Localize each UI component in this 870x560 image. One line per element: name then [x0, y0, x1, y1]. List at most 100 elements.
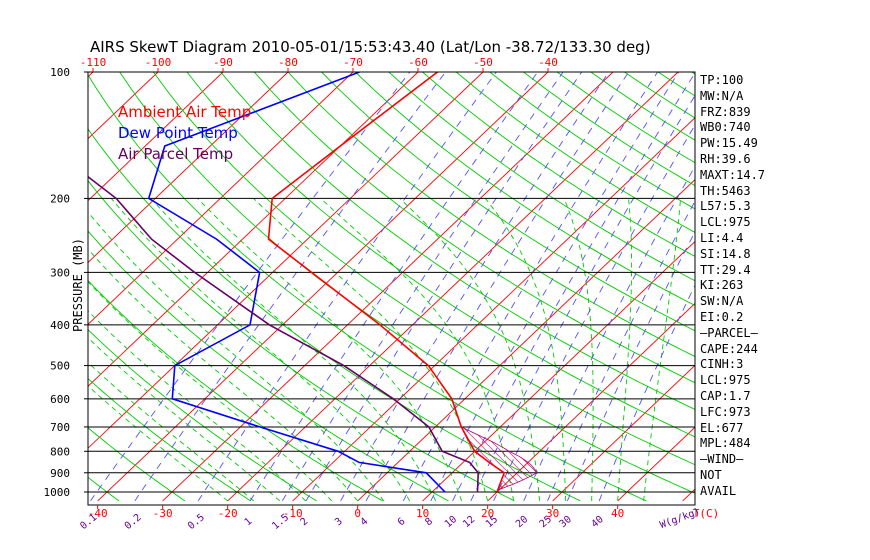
mixing-ratio-tick-label: 20	[514, 514, 530, 530]
top-temp-tick-label: -50	[473, 56, 493, 69]
bottom-temp-tick-label: 20	[481, 507, 494, 520]
moist-adiabat-line	[484, 198, 567, 501]
mixing-ratio-tick-label: 3	[333, 516, 345, 528]
mixing-ratio-line	[134, 72, 446, 502]
index-entry: MPL:484	[700, 436, 751, 451]
mixing-ratio-line	[493, 124, 695, 502]
dry-adiabat-line	[657, 72, 695, 97]
moist-adiabat-line	[88, 337, 281, 502]
dry-adiabat-line	[88, 328, 317, 502]
moist-adiabat-line	[88, 211, 385, 502]
mixing-ratio-tick-label: 10	[443, 514, 459, 530]
index-entry: LFC:973	[700, 404, 751, 419]
index-entry: RH:39.6	[700, 152, 751, 166]
mixing-ratio-line	[430, 72, 680, 502]
plot-frame	[87, 71, 696, 506]
mixing-ratio-tick-label: 4	[359, 516, 371, 528]
mixing-ratio-tick-label: 12	[461, 514, 477, 530]
index-entry: SI:14.8	[700, 246, 751, 261]
mixing-ratio-tick-label: 0.2	[123, 512, 144, 532]
top-temp-tick-label: -110	[80, 56, 107, 69]
moist-adiabat-line	[150, 198, 437, 502]
bottom-temp-tick-label: 0	[354, 507, 361, 520]
index-entry: CINH:3	[700, 357, 744, 372]
profile-ambient-air-temp	[267, 72, 506, 493]
mixing-ratio-tick-label: 1	[243, 516, 255, 528]
mixing-ratio-line	[305, 72, 583, 502]
isotherm-line	[88, 72, 224, 202]
sounding-profiles	[88, 72, 506, 493]
index-entry: AVAIL	[700, 483, 737, 498]
isotherm-line	[487, 302, 695, 502]
dry-adiabat-line	[88, 74, 647, 502]
index-entry: EL:677	[700, 420, 744, 435]
index-entry: EI:0.2	[700, 310, 744, 324]
dry-adiabat-line	[88, 279, 383, 502]
pressure-tick-label: 700	[50, 421, 70, 434]
dry-adiabat-line	[759, 72, 870, 501]
index-entry: WB0:740	[700, 120, 751, 135]
index-entry: MAXT:14.7	[700, 167, 766, 182]
index-entry: TT:29.4	[700, 262, 751, 277]
isotherm-line	[0, 72, 28, 501]
isotherm-line	[422, 240, 695, 502]
index-entry: TH:5463	[700, 183, 751, 198]
chart-legend: Ambient Air Temp Dew Point Temp Air Parcel…	[118, 103, 251, 163]
mixing-ratio-line	[523, 165, 695, 502]
index-entry: PW:15.49	[700, 136, 758, 151]
top-temp-tick-label: -70	[343, 56, 363, 69]
bottom-temp-tick-label: -30	[153, 507, 173, 520]
index-entry: FRZ:839	[700, 104, 751, 119]
moist-adiabat-line	[617, 198, 633, 501]
mixing-ratio-line	[470, 94, 695, 502]
isotherm-line	[552, 364, 695, 502]
mixing-ratio-line	[365, 72, 630, 502]
dry-adiabat-line	[186, 72, 695, 438]
y-axis-label: PRESSURE (MB)	[71, 238, 85, 332]
dry-adiabat-line	[860, 72, 870, 501]
bottom-temp-tick-label: -20	[218, 507, 238, 520]
dry-adiabat-line	[388, 72, 695, 282]
mixing-ratio-lines	[90, 72, 695, 502]
legend-entry: Dew Point Temp	[118, 124, 238, 142]
dry-adiabat-line	[354, 72, 695, 307]
moist-adiabat-line	[88, 310, 307, 502]
pressure-tick-label: 200	[50, 192, 70, 205]
index-entry: LCL:975	[700, 215, 751, 230]
isotherm-line	[227, 72, 679, 502]
index-entry: TP:100	[700, 73, 744, 87]
pressure-tick-label: 1000	[44, 486, 71, 499]
mixing-ratio-line	[452, 72, 695, 502]
index-entry: SW:N/A	[700, 294, 744, 309]
moist-adiabat-line	[253, 198, 489, 502]
index-entry: —WIND—	[700, 452, 744, 467]
mixing-ratio-tick-label: 40	[589, 514, 605, 530]
moist-adiabat-line	[563, 198, 594, 501]
bottom-temp-tick-label: 30	[546, 507, 559, 520]
isotherm-line	[617, 426, 695, 502]
isotherm-lines	[0, 72, 695, 502]
bottom-temp-tick-label: 10	[416, 507, 429, 520]
index-entry: —PARCEL—	[700, 325, 758, 340]
dry-adiabat-line	[88, 179, 515, 502]
top-temp-tick-label: -40	[538, 56, 558, 69]
moist-adiabat-line	[320, 198, 515, 501]
dry-adiabat-line	[88, 377, 252, 502]
pressure-tick-label: 600	[50, 393, 70, 406]
legend-entry: Ambient Air Temp	[118, 103, 251, 121]
isotherm-line	[88, 72, 354, 326]
pressure-tick-label: 300	[50, 266, 70, 279]
index-entry: CAP:1.7	[700, 389, 751, 403]
chart-title: AIRS SkewT Diagram 2010-05-01/15:53:43.4…	[90, 38, 651, 56]
mixing-ratio-tick-label: 6	[396, 516, 408, 528]
dry-adiabat-line	[321, 72, 695, 332]
mixing-ratio-unit-label: W(g/kg)	[658, 506, 701, 531]
mixing-ratio-line	[566, 230, 695, 502]
moist-adiabat-line	[88, 385, 228, 502]
profile-dew-point-temp	[147, 72, 446, 493]
dry-adiabat-line	[153, 72, 695, 466]
profile-air-parcel-temp	[88, 175, 480, 493]
mixing-ratio-line	[598, 284, 695, 502]
mixing-ratio-line	[547, 200, 695, 502]
